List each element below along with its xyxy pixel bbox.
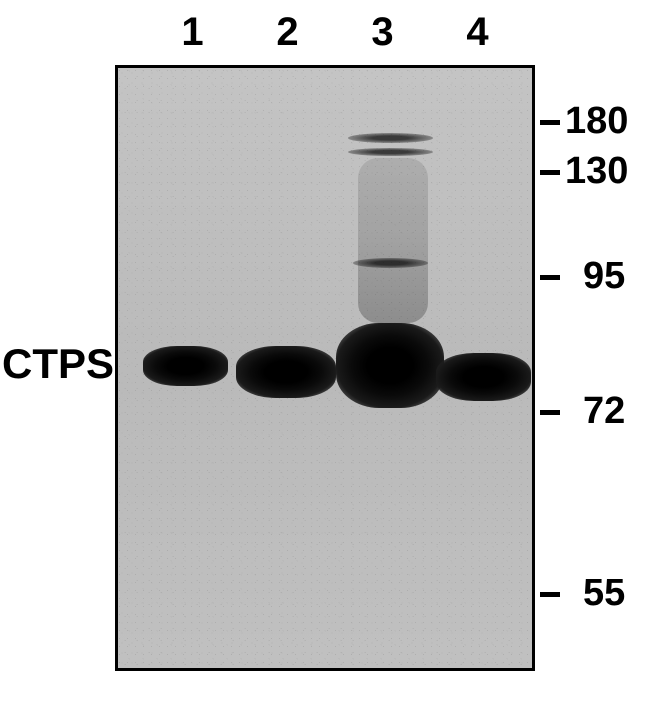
mw-marker-95: 95 xyxy=(583,255,625,298)
mw-tick-55 xyxy=(540,592,560,597)
blot-background xyxy=(118,68,532,668)
mw-tick-130 xyxy=(540,170,560,175)
lane3-faint-band-upper2 xyxy=(348,148,433,156)
ctps-band-lane2 xyxy=(236,346,336,398)
lane-label-3: 3 xyxy=(338,10,428,55)
lane3-smear xyxy=(358,158,428,323)
ctps-band-lane4 xyxy=(436,353,531,401)
mw-tick-95 xyxy=(540,275,560,280)
lane-label-2: 2 xyxy=(243,10,333,55)
mw-tick-72 xyxy=(540,410,560,415)
lane3-faint-band-upper1 xyxy=(348,133,433,143)
lane-labels-row: 1 2 3 4 xyxy=(145,10,525,55)
western-blot-figure: 1 2 3 4 CTPS 180 130 95 72 55 xyxy=(0,0,650,726)
mw-tick-180 xyxy=(540,120,560,125)
mw-marker-55: 55 xyxy=(583,572,625,615)
mw-marker-72: 72 xyxy=(583,390,625,433)
blot-membrane xyxy=(115,65,535,671)
lane-label-4: 4 xyxy=(433,10,523,55)
ctps-band-lane3 xyxy=(336,323,444,408)
mw-marker-180: 180 xyxy=(565,100,628,143)
mw-marker-130: 130 xyxy=(565,150,628,193)
protein-name-label: CTPS xyxy=(2,340,114,388)
lane-label-1: 1 xyxy=(148,10,238,55)
ctps-band-lane1 xyxy=(143,346,228,386)
lane3-faint-band-mid xyxy=(353,258,428,268)
